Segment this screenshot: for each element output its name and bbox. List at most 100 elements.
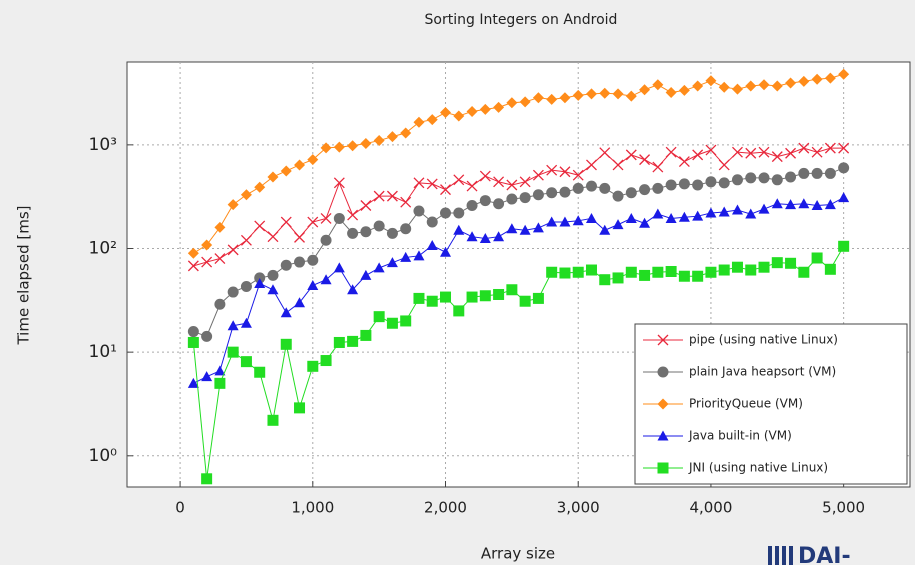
marker: [493, 101, 505, 113]
marker: [453, 305, 465, 317]
marker: [718, 177, 730, 189]
marker: [400, 251, 412, 262]
logo: DAI-: [768, 544, 851, 565]
marker: [426, 295, 438, 307]
marker: [625, 90, 637, 102]
marker: [692, 210, 704, 221]
marker: [453, 224, 465, 235]
marker: [294, 231, 305, 243]
marker: [360, 329, 372, 341]
marker: [519, 176, 531, 188]
marker: [612, 272, 624, 284]
marker: [440, 207, 452, 219]
marker: [678, 156, 690, 168]
marker: [665, 86, 677, 98]
marker: [665, 212, 677, 223]
marker: [625, 149, 637, 161]
marker: [373, 190, 385, 202]
marker: [798, 198, 810, 209]
marker: [785, 257, 797, 269]
marker: [320, 142, 332, 154]
marker: [798, 75, 810, 87]
marker: [466, 231, 478, 242]
marker: [294, 159, 306, 171]
marker: [678, 84, 690, 96]
legend-marker: [657, 334, 669, 346]
x-tick-label: 1,000: [291, 499, 334, 517]
y-tick-label: 10²: [89, 239, 117, 259]
marker: [373, 311, 385, 323]
marker: [705, 207, 717, 218]
marker: [240, 356, 252, 368]
marker: [214, 298, 226, 310]
marker: [280, 216, 292, 228]
marker: [625, 212, 637, 223]
marker: [280, 338, 292, 350]
marker: [811, 199, 823, 210]
marker: [599, 147, 611, 159]
x-tick-label: 0: [175, 499, 185, 517]
marker: [201, 256, 213, 268]
marker: [705, 266, 717, 278]
x-tick-label: 4,000: [689, 499, 732, 517]
marker: [386, 131, 398, 143]
marker: [785, 77, 797, 89]
legend-label: pipe (using native Linux): [689, 333, 838, 347]
marker: [307, 154, 319, 166]
marker: [559, 166, 571, 178]
marker: [187, 326, 199, 338]
marker: [758, 79, 770, 91]
marker: [705, 176, 717, 188]
marker: [360, 269, 372, 280]
marker: [294, 402, 306, 414]
marker: [811, 252, 823, 264]
marker: [280, 307, 292, 318]
marker: [811, 146, 823, 158]
marker: [599, 182, 611, 194]
marker: [824, 167, 836, 179]
marker: [665, 146, 677, 158]
marker: [307, 216, 319, 228]
marker: [586, 159, 597, 171]
marker: [665, 265, 677, 277]
marker: [546, 93, 558, 105]
marker: [771, 257, 783, 269]
marker: [798, 142, 810, 154]
marker: [745, 208, 757, 219]
marker: [466, 180, 478, 192]
marker: [240, 317, 252, 328]
marker: [718, 206, 730, 217]
x-tick-label: 3,000: [557, 499, 600, 517]
marker: [440, 291, 452, 303]
marker: [546, 164, 558, 176]
marker: [307, 254, 319, 266]
marker: [479, 103, 491, 115]
marker: [758, 172, 770, 184]
marker: [824, 142, 836, 154]
marker: [572, 266, 584, 278]
marker: [227, 286, 239, 298]
marker: [254, 366, 266, 378]
marker: [731, 261, 743, 273]
marker: [798, 266, 810, 278]
marker: [373, 220, 385, 232]
marker: [347, 140, 359, 152]
marker: [519, 96, 531, 108]
marker: [771, 80, 783, 92]
marker: [506, 193, 518, 205]
marker: [400, 127, 412, 139]
marker: [771, 174, 783, 186]
marker: [506, 284, 518, 296]
marker: [519, 224, 531, 235]
marker: [214, 221, 226, 233]
marker: [731, 174, 743, 186]
marker: [479, 290, 491, 302]
marker: [546, 266, 558, 278]
marker: [838, 192, 850, 203]
marker: [718, 159, 730, 171]
y-tick-label: 10¹: [89, 342, 117, 362]
marker: [386, 317, 398, 329]
marker: [201, 330, 213, 342]
marker: [612, 88, 624, 100]
marker: [532, 189, 544, 201]
